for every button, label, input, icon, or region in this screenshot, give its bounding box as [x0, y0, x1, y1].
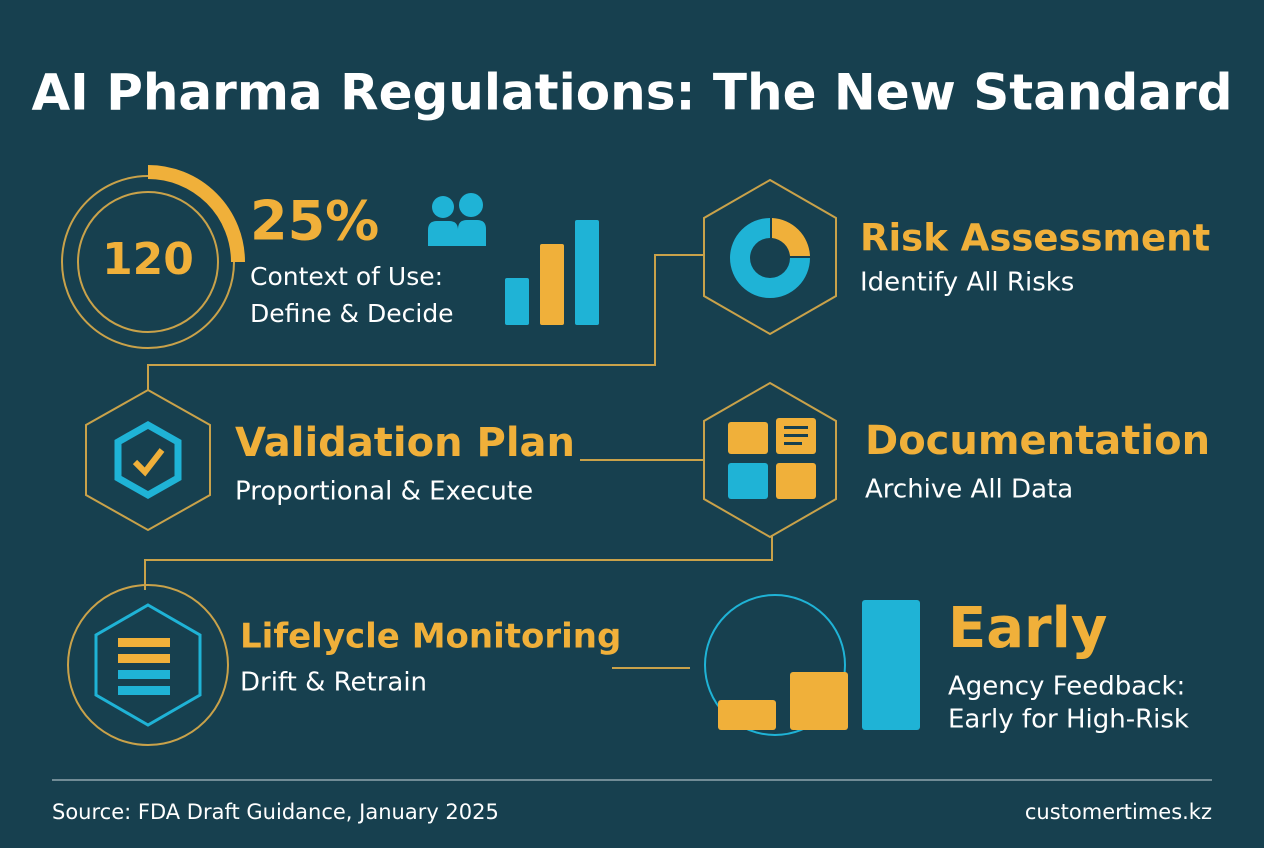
site: customertimes.kz — [1025, 800, 1212, 824]
title: AI Pharma Regulations: The New Standard — [31, 64, 1232, 122]
step-subtitle: Identify All Risks — [860, 268, 1074, 298]
step-title: Lifelycle Monitoring — [240, 617, 621, 657]
bar-icon — [505, 220, 599, 325]
stat-line: Define & Decide — [250, 299, 454, 328]
step-title: Documentation — [865, 418, 1210, 464]
step-subtitle: Proportional & Execute — [235, 477, 533, 507]
source: Source: FDA Draft Guidance, January 2025 — [52, 800, 499, 824]
risk-icon — [703, 178, 837, 336]
feedback-icon — [704, 594, 920, 736]
stat-line: Context of Use: — [250, 262, 443, 291]
feedback-line: Early for High-Risk — [948, 705, 1189, 735]
feedback-line: Agency Feedback: — [948, 672, 1185, 702]
step-subtitle: Drift & Retrain — [240, 668, 427, 698]
percent: 25% — [250, 190, 379, 253]
people-icon — [428, 193, 486, 246]
step-title: Validation Plan — [235, 420, 575, 466]
gauge-value: 120 — [102, 234, 194, 285]
documentation-icon — [703, 381, 837, 539]
monitoring-icon — [67, 584, 229, 746]
connector — [147, 254, 705, 390]
validation-icon — [85, 388, 211, 532]
feedback-title: Early — [948, 596, 1107, 661]
gauge: 120 — [61, 165, 245, 349]
connector — [144, 535, 773, 590]
step-title: Risk Assessment — [860, 217, 1210, 260]
step-subtitle: Archive All Data — [865, 475, 1073, 505]
